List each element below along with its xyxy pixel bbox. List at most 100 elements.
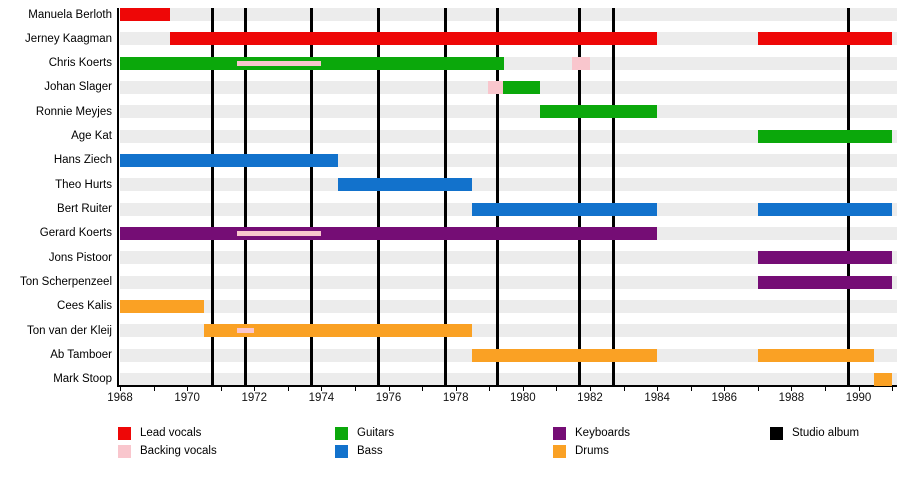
member-name-label: Jons Pistoor xyxy=(48,251,112,264)
role-bar-lead-vocals xyxy=(757,32,893,46)
x-axis-tick xyxy=(522,387,524,391)
legend-swatch-lead-vocals xyxy=(118,427,131,440)
row-stripe xyxy=(120,251,897,265)
x-axis-tick xyxy=(623,387,625,391)
legend-swatch-studio-album xyxy=(770,427,783,440)
x-axis-tick xyxy=(757,387,759,391)
role-bar-keyboards xyxy=(757,275,893,289)
x-axis-tick xyxy=(724,387,726,391)
legend-label: Keyboards xyxy=(575,427,630,439)
member-name-label: Ab Tamboer xyxy=(50,349,112,362)
studio-album-line xyxy=(309,8,313,385)
member-name-label: Manuela Berloth xyxy=(28,8,112,21)
overlay-bar-backing-vocals xyxy=(237,60,322,66)
x-axis-tick xyxy=(422,387,424,391)
x-axis-tick-label: 1970 xyxy=(174,392,200,404)
role-bar-drums xyxy=(873,372,893,386)
x-axis-tick xyxy=(354,387,356,391)
member-name-label: Hans Ziech xyxy=(53,154,112,167)
x-axis-tick-label: 1984 xyxy=(644,392,670,404)
member-name-label: Bert Ruiter xyxy=(57,203,112,216)
role-bar-lead-vocals xyxy=(170,32,658,46)
x-axis-tick-label: 1976 xyxy=(375,392,402,404)
role-bar-bass xyxy=(338,178,473,192)
studio-album-line xyxy=(210,8,214,385)
role-bar-guitars xyxy=(539,105,658,119)
legend-label: Bass xyxy=(357,445,383,457)
x-axis-tick xyxy=(589,387,591,391)
member-name-label: Theo Hurts xyxy=(55,178,112,191)
x-axis-tick xyxy=(556,387,558,391)
legend-label: Guitars xyxy=(357,427,395,439)
role-bar-bass xyxy=(757,202,893,216)
x-axis-tick xyxy=(187,387,189,391)
row-stripe xyxy=(120,275,897,289)
member-name-label: Gerard Koerts xyxy=(39,227,112,240)
studio-album-line xyxy=(444,8,448,385)
legend-label: Studio album xyxy=(792,427,860,439)
x-axis-tick-label: 1972 xyxy=(241,392,268,404)
row-stripe xyxy=(120,372,897,386)
x-axis-tick xyxy=(858,387,860,391)
x-axis-tick-label: 1978 xyxy=(442,392,469,404)
x-axis-line xyxy=(118,385,897,387)
role-bar-backing-vocals xyxy=(571,56,590,70)
role-bar-drums xyxy=(472,348,658,362)
member-name-label: Mark Stoop xyxy=(53,373,112,386)
row-stripe xyxy=(120,8,897,21)
row-stripe xyxy=(120,105,897,119)
x-axis-tick xyxy=(791,387,793,391)
overlay-bar-backing-vocals xyxy=(237,230,322,236)
x-axis-tick xyxy=(892,387,894,391)
role-bar-lead-vocals xyxy=(120,8,171,21)
x-axis-tick xyxy=(455,387,457,391)
x-axis-tick-label: 1974 xyxy=(308,392,335,404)
role-bar-bass xyxy=(120,153,339,167)
x-axis-tick xyxy=(489,387,491,391)
legend-swatch-guitars xyxy=(335,427,348,440)
y-axis-line xyxy=(117,8,119,387)
member-name-label: Ton Scherpenzeel xyxy=(19,276,112,289)
role-bar-bass xyxy=(472,202,658,216)
role-bar-keyboards xyxy=(120,226,658,240)
x-axis-tick xyxy=(153,387,155,391)
role-bar-drums xyxy=(757,348,874,362)
legend-label: Drums xyxy=(575,445,609,457)
x-axis-tick xyxy=(388,387,390,391)
legend-swatch-backing-vocals xyxy=(118,445,131,458)
member-name-label: Ronnie Meyjes xyxy=(35,105,112,118)
legend-label: Lead vocals xyxy=(140,427,202,439)
studio-album-line xyxy=(578,8,582,385)
x-axis-tick-label: 1982 xyxy=(577,392,603,404)
x-axis-tick xyxy=(657,387,659,391)
legend-swatch-bass xyxy=(335,445,348,458)
role-bar-keyboards xyxy=(757,251,893,265)
x-axis-tick xyxy=(690,387,692,391)
x-axis-tick xyxy=(321,387,323,391)
legend-swatch-drums xyxy=(553,445,566,458)
studio-album-line xyxy=(244,8,248,385)
x-axis-tick xyxy=(287,387,289,391)
overlay-bar-backing-vocals xyxy=(237,328,255,334)
role-bar-guitars xyxy=(502,80,540,94)
x-axis-tick xyxy=(120,387,121,391)
row-stripe xyxy=(120,129,897,143)
x-axis-tick xyxy=(824,387,826,391)
legend-label: Backing vocals xyxy=(140,445,217,457)
studio-album-line xyxy=(846,8,850,385)
member-name-label: Johan Slager xyxy=(44,81,112,94)
member-name-label: Ton van der Kleij xyxy=(26,324,112,337)
x-axis-tick-label: 1980 xyxy=(510,392,536,404)
timeline-plot-area: Manuela Berloth Jerney Kaagman Chris Koert… xyxy=(19,8,897,404)
legend: Lead vocals Backing vocals Guitars Bass Keyb… xyxy=(0,418,900,483)
studio-album-line xyxy=(496,8,500,385)
role-bar-drums xyxy=(203,324,473,338)
x-axis-tick xyxy=(254,387,256,391)
member-name-label: Jerney Kaagman xyxy=(25,32,112,45)
x-axis-tick xyxy=(220,387,222,391)
studio-album-line xyxy=(376,8,380,385)
row-stripe xyxy=(120,299,897,313)
role-bar-drums xyxy=(120,299,204,313)
legend-swatch-keyboards xyxy=(553,427,566,440)
